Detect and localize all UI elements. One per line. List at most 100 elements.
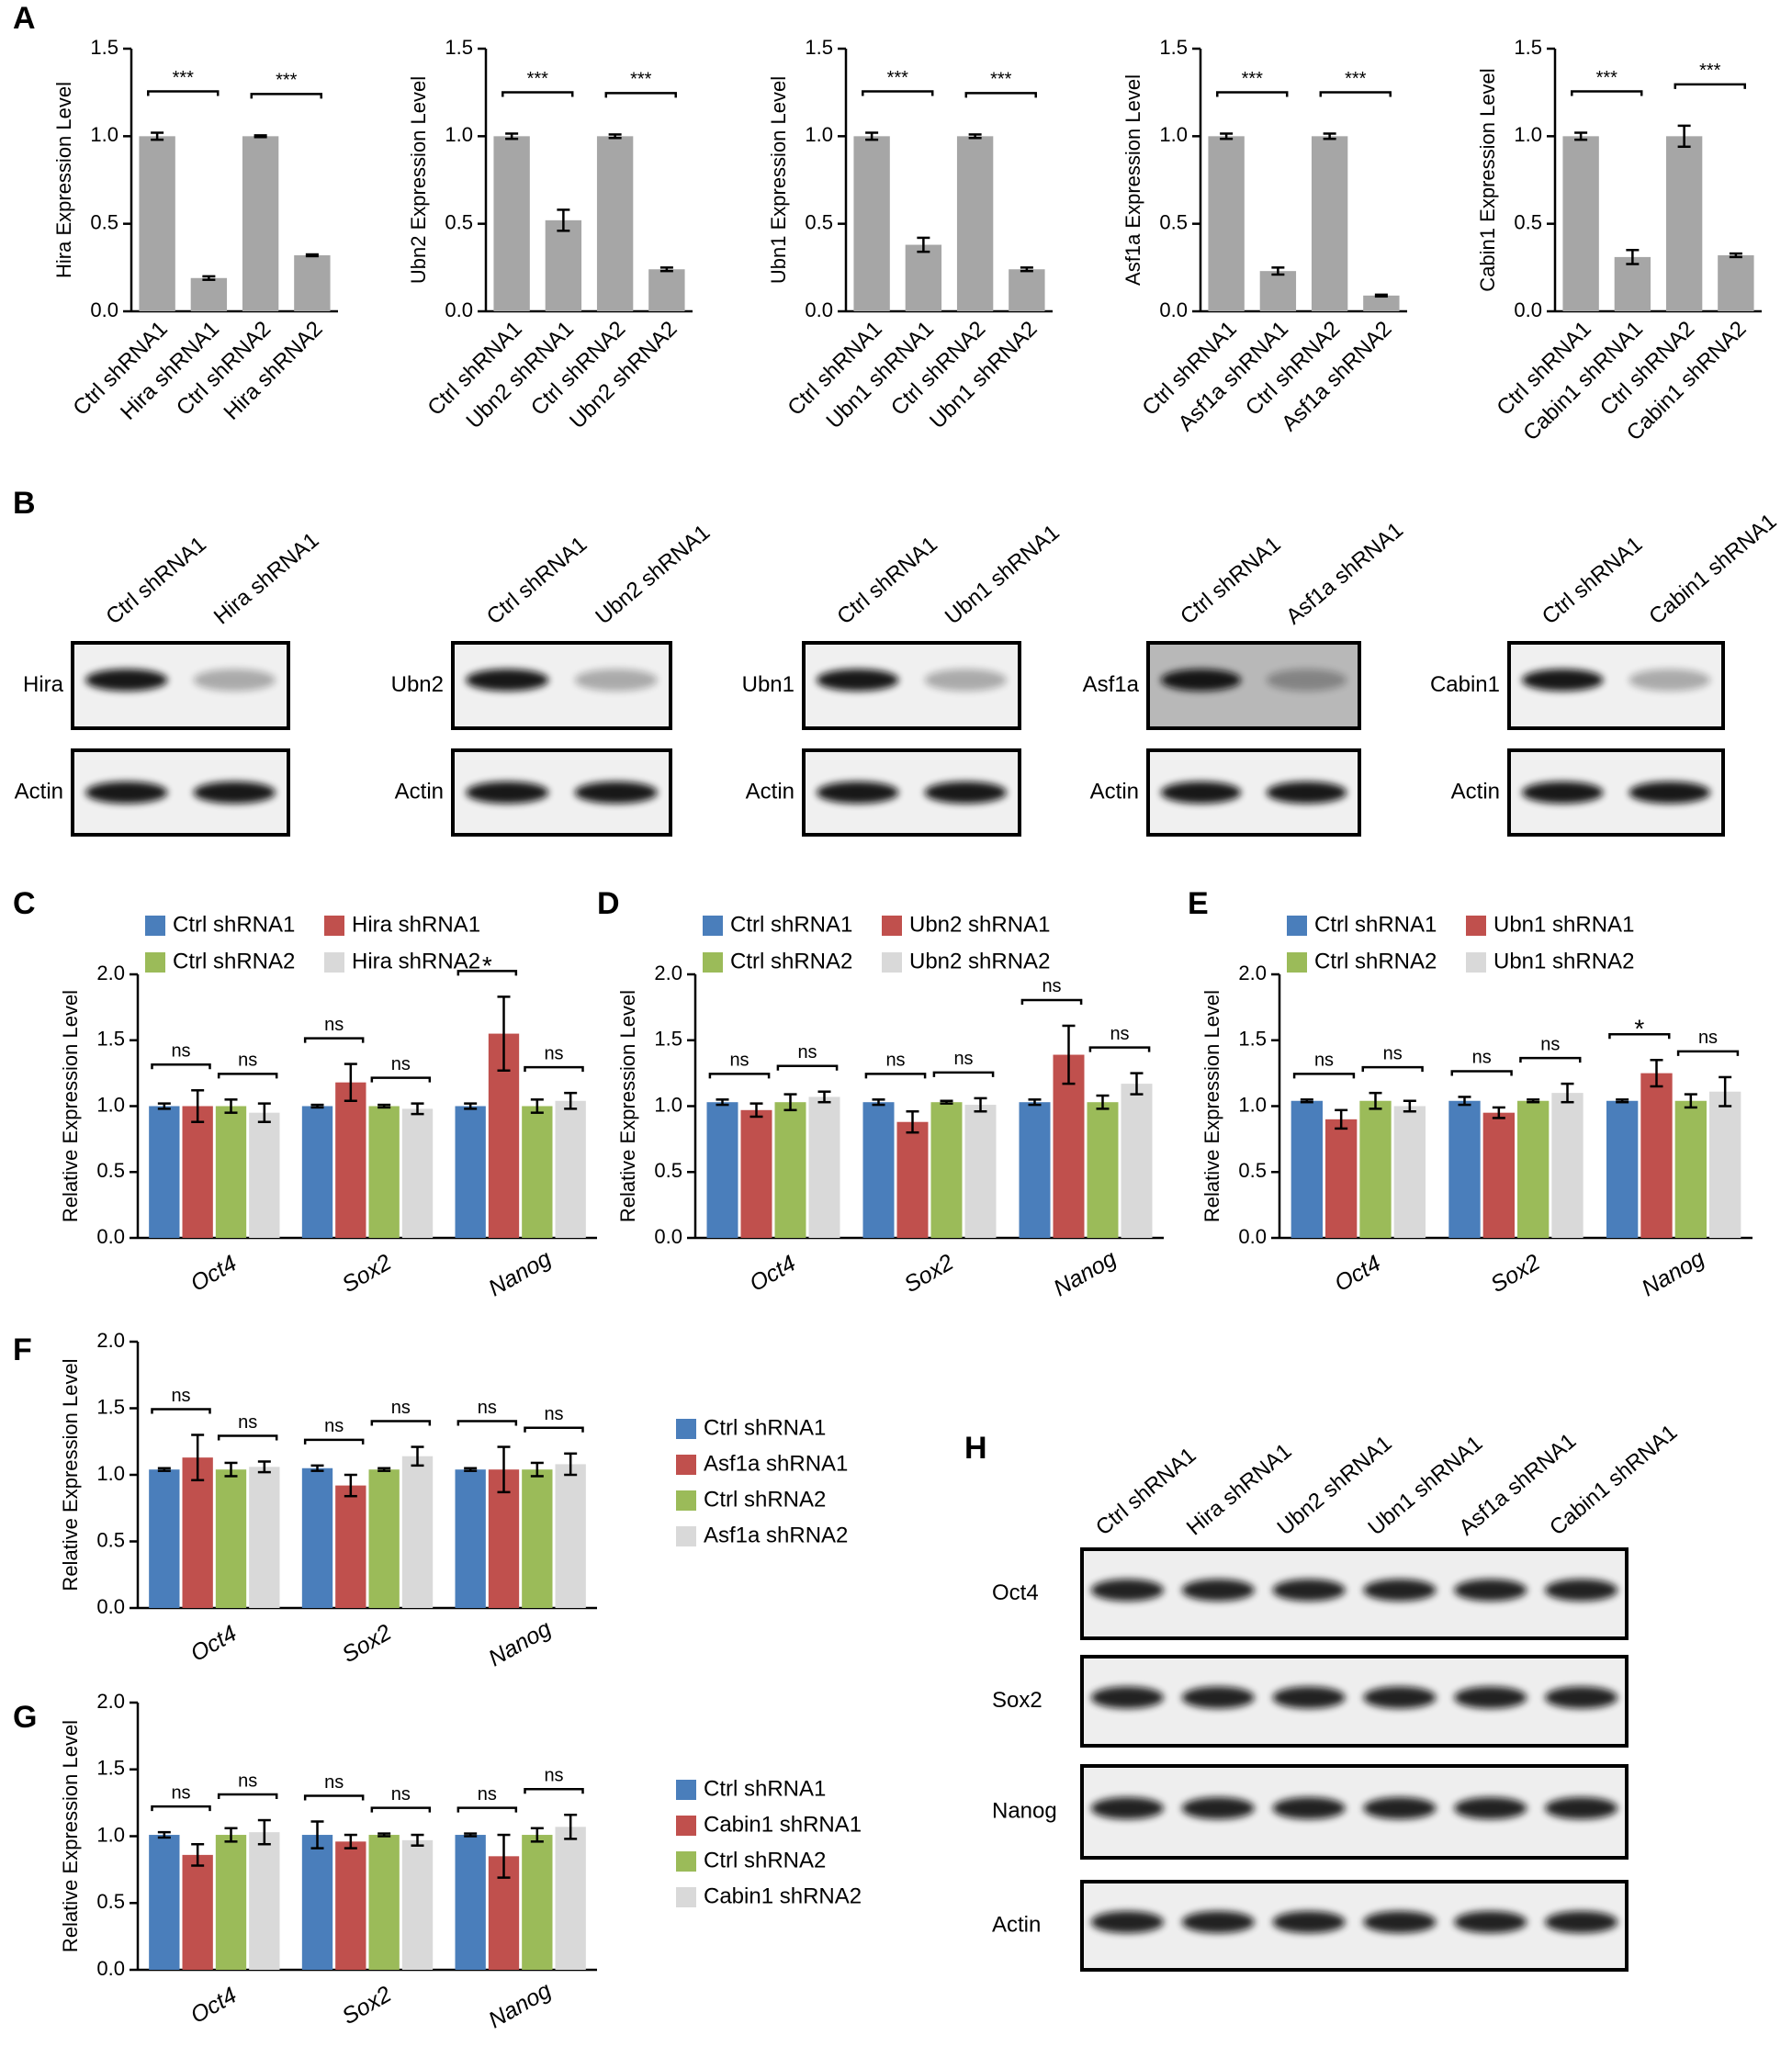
x-tick-label: Sox2 (1486, 1249, 1544, 1298)
error-bar (659, 266, 673, 273)
panel-label: H (964, 1431, 987, 1466)
sig-label: ns (729, 1051, 749, 1071)
row-label: Actin (1090, 779, 1139, 804)
error-bar (749, 1102, 763, 1119)
sig-bracket (1450, 1070, 1513, 1076)
error-bar (257, 1460, 271, 1474)
error-bar (1458, 1096, 1471, 1107)
bar (545, 219, 582, 311)
bar (1009, 269, 1045, 311)
error-bar (505, 132, 519, 141)
sig-label: ns (544, 1043, 563, 1063)
error-bar (1527, 1098, 1540, 1104)
bar (1517, 1100, 1550, 1238)
error-bar (1677, 124, 1691, 149)
sig-bracket (370, 1420, 432, 1426)
error-bar (305, 253, 319, 258)
blot-band (1521, 669, 1604, 692)
row-label: Actin (15, 779, 63, 804)
y-tick-label: 0.5 (805, 210, 833, 233)
error-bar (378, 1467, 391, 1472)
y-tick-label: 1.0 (96, 1823, 125, 1846)
bar (1606, 1100, 1639, 1238)
bar (1363, 295, 1400, 311)
legend-label: Hira shRNA1 (352, 912, 480, 937)
y-axis-label: Relative Expression Level (1200, 990, 1223, 1222)
error-bar (1684, 1093, 1697, 1109)
sig-label: *** (276, 71, 298, 91)
bar (1087, 1102, 1119, 1238)
legend-swatch (676, 1419, 696, 1439)
y-tick-label: 0.0 (805, 298, 833, 321)
blot-band (1363, 1686, 1437, 1709)
y-tick-label: 0.0 (96, 1225, 125, 1248)
bar (648, 269, 685, 311)
sig-label: ns (171, 1041, 190, 1062)
sig-bracket (1608, 1033, 1671, 1040)
sig-label: ns (1698, 1028, 1718, 1048)
sig-label: *** (527, 69, 549, 89)
y-tick-label: 1.5 (1238, 1028, 1267, 1051)
sig-label: ns (544, 1404, 563, 1424)
sig-bracket (303, 1037, 365, 1043)
error-bar (464, 1467, 478, 1472)
panel-label: E (1188, 886, 1209, 921)
bar (1640, 1073, 1673, 1238)
sig-bracket (1361, 1065, 1424, 1073)
y-tick-label: 1.5 (805, 36, 833, 59)
x-tick-label: Sox2 (900, 1249, 958, 1298)
y-tick-label: 1.0 (1514, 123, 1542, 146)
sig-label: ns (171, 1386, 190, 1406)
blot-band (1454, 1686, 1527, 1709)
lane-label: Ctrl shRNA1 (1538, 532, 1648, 629)
bar (294, 254, 331, 311)
blot-band (1454, 1579, 1527, 1602)
panel-label: A (13, 1, 36, 36)
sig-bracket (151, 1408, 211, 1414)
row-label: Actin (746, 779, 795, 804)
legend-swatch (703, 916, 723, 936)
bar (401, 1839, 434, 1970)
bar (555, 1464, 586, 1608)
bar (1393, 1106, 1426, 1238)
error-bar (530, 1098, 544, 1114)
row-label: Hira (23, 672, 64, 697)
bar (182, 1457, 213, 1608)
error-bar (564, 1813, 578, 1840)
legend-swatch (676, 1887, 696, 1907)
sig-label: ns (1110, 1024, 1129, 1044)
x-tick-label: Oct4 (186, 1620, 242, 1667)
error-bar (224, 1461, 238, 1478)
row-label: Actin (1451, 779, 1500, 804)
y-tick-label: 0.5 (1238, 1159, 1267, 1182)
bar (301, 1106, 333, 1238)
blot-band (193, 669, 276, 692)
error-bar (1374, 293, 1388, 298)
error-bar (1403, 1099, 1416, 1113)
bar (1551, 1093, 1583, 1238)
legend-swatch (703, 952, 723, 973)
error-bar (497, 1445, 511, 1494)
sig-bracket (250, 93, 322, 99)
y-tick-label: 1.0 (90, 123, 118, 146)
bar (740, 1109, 772, 1238)
bar (1614, 256, 1651, 311)
sig-bracket (524, 1787, 584, 1794)
sig-label: * (482, 951, 492, 980)
y-tick-label: 0.0 (445, 298, 473, 321)
blot-band (466, 669, 549, 692)
x-tick-label: Nanog (1049, 1245, 1121, 1301)
bar (956, 136, 994, 311)
row-label: Actin (992, 1912, 1041, 1937)
blot-band (85, 669, 168, 692)
error-bar (940, 1099, 953, 1105)
y-tick-label: 1.0 (96, 1093, 125, 1116)
lane-label: Ctrl shRNA1 (832, 532, 942, 629)
sig-bracket (303, 1438, 365, 1445)
error-bar (202, 275, 216, 281)
sig-label: ns (238, 1412, 257, 1433)
blot-band (1454, 1797, 1527, 1819)
y-tick-label: 1.0 (1159, 123, 1188, 146)
sig-bracket (964, 92, 1037, 98)
bar (1709, 1091, 1741, 1238)
